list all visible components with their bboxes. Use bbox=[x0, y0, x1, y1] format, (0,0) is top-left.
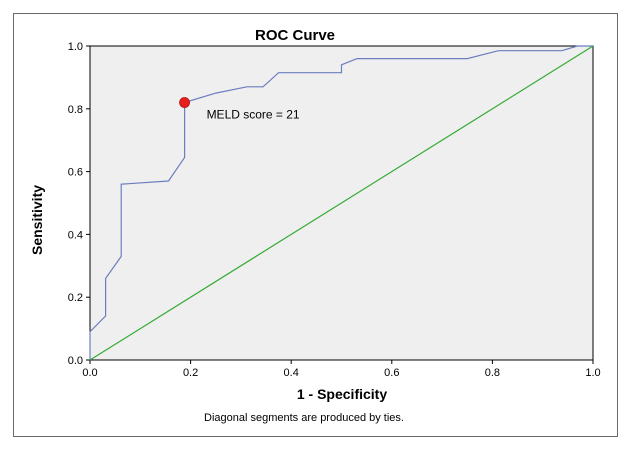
x-tick-label-5: 1.0 bbox=[585, 367, 600, 379]
y-tick-label-3: 0.6 bbox=[68, 167, 83, 179]
y-tick-label-1: 0.2 bbox=[68, 292, 83, 304]
x-axis-title: 1 - Specificity bbox=[297, 386, 387, 402]
roc-curve-line bbox=[89, 45, 593, 360]
y-tick-label-4: 0.8 bbox=[68, 104, 83, 116]
cutoff-point-marker bbox=[179, 97, 190, 108]
x-tick-label-4: 0.8 bbox=[485, 367, 500, 379]
axis-ticks: 0.0 0.2 0.4 0.6 0.8 1.0 0.0 0.2 0.4 0.6 0.8 1.0 bbox=[68, 41, 601, 379]
y-axis-title: Sensitivity bbox=[29, 185, 45, 255]
chart-frame: ROC Curve 0.0 0.2 0.4 0.6 0.8 1.0 0.0 0.2 0.4 0.6… bbox=[13, 13, 618, 437]
x-tick-label-3: 0.6 bbox=[384, 367, 399, 379]
y-tick-label-2: 0.4 bbox=[68, 229, 83, 241]
cutoff-point-label: MELD score = 21 bbox=[207, 108, 300, 122]
footnote: Diagonal segments are produced by ties. bbox=[204, 412, 404, 424]
x-tick-label-2: 0.4 bbox=[284, 367, 299, 379]
y-tick-label-0: 0.0 bbox=[68, 355, 83, 367]
roc-chart: ROC Curve 0.0 0.2 0.4 0.6 0.8 1.0 0.0 0.2 0.4 0.6… bbox=[29, 27, 601, 424]
series-group bbox=[89, 45, 594, 361]
y-tick-label-5: 1.0 bbox=[68, 41, 83, 53]
x-tick-label-0: 0.0 bbox=[82, 367, 97, 379]
chart-title: ROC Curve bbox=[255, 27, 335, 44]
reference-diagonal-line bbox=[89, 45, 594, 361]
x-tick-label-1: 0.2 bbox=[183, 367, 198, 379]
annotations: MELD score = 21 bbox=[179, 97, 300, 122]
